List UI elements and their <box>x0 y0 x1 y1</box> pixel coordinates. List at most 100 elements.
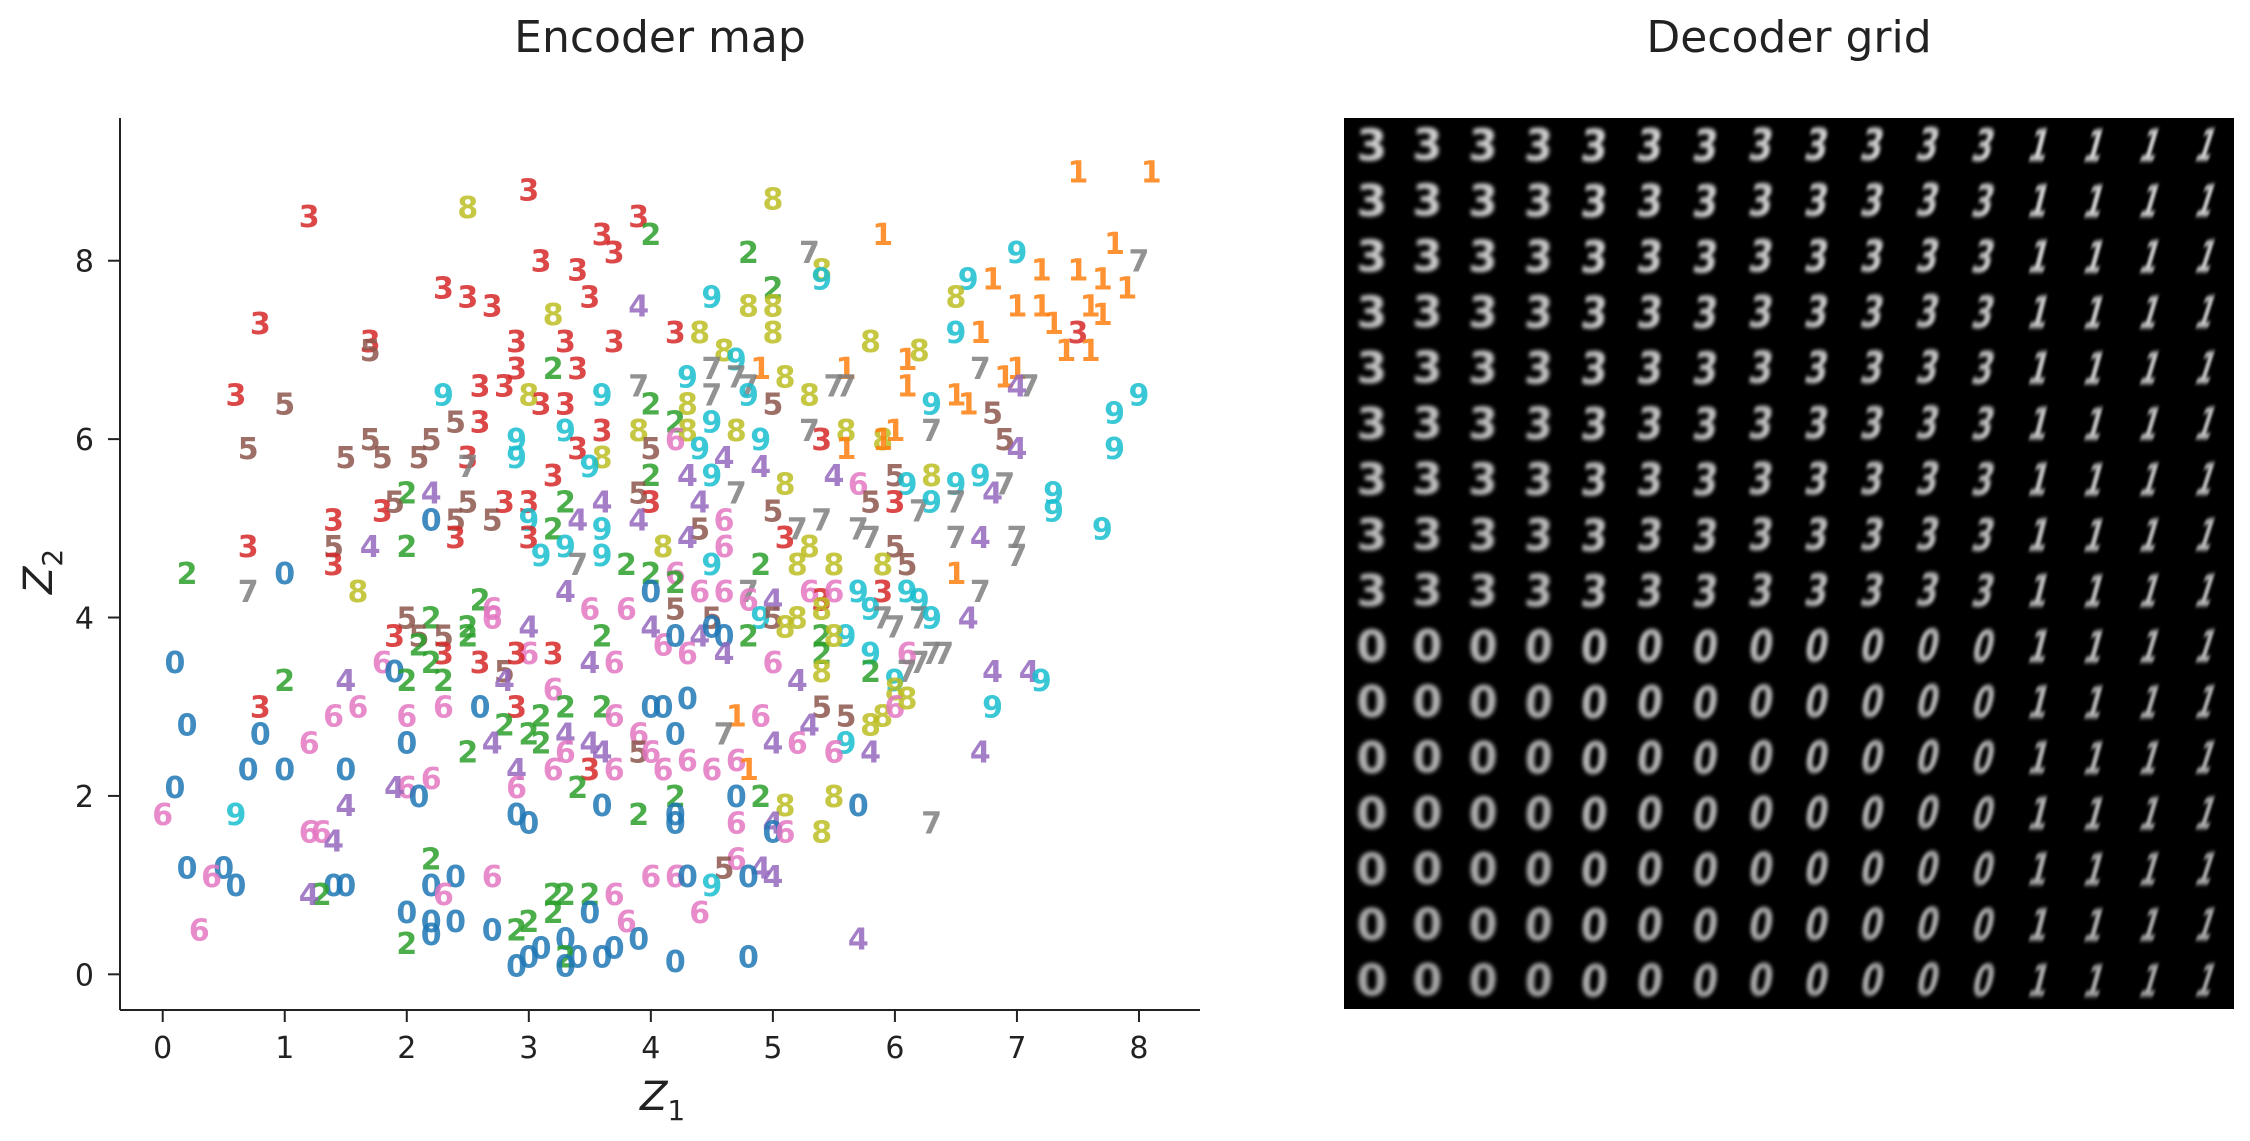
decoder-glyph: 0 <box>1856 956 1888 1007</box>
decoder-cell: 0 <box>1690 955 1722 1007</box>
decoder-glyph: 3 <box>1801 510 1833 561</box>
decoder-cell: 0 <box>1967 677 1999 728</box>
scatter-point-digit-6: 6 <box>653 753 674 788</box>
decoder-cell: 3 <box>1523 343 1554 394</box>
decoder-glyph: 0 <box>1801 955 1833 1006</box>
decoder-glyph: 0 <box>1579 788 1610 840</box>
decoder-cell: 1 <box>2078 398 2111 450</box>
decoder-glyph: 0 <box>1523 677 1554 728</box>
scatter-point-digit-5: 5 <box>323 530 344 565</box>
scatter-point-digit-9: 9 <box>592 379 613 414</box>
scatter-point-digit-9: 9 <box>726 343 747 378</box>
decoder-cell: 0 <box>1523 956 1554 1007</box>
scatter-point-digit-9: 9 <box>945 316 966 351</box>
scatter-point-digit-7: 7 <box>970 352 991 387</box>
decoder-glyph: 3 <box>1579 287 1610 339</box>
scatter-point-digit-2: 2 <box>811 619 832 654</box>
scatter-point-digit-9: 9 <box>555 530 576 565</box>
scatter-point-digit-3: 3 <box>433 271 454 306</box>
scatter-point-digit-3: 3 <box>567 352 588 387</box>
decoder-cell: 0 <box>1856 900 1888 951</box>
decoder-cell: 1 <box>2189 956 2222 1007</box>
scatter-point-digit-9: 9 <box>225 798 246 833</box>
decoder-cell: 1 <box>2023 733 2056 784</box>
scatter-point-digit-0: 0 <box>445 905 466 940</box>
scatter-point-digit-4: 4 <box>970 735 991 770</box>
decoder-glyph: 3 <box>1745 288 1777 339</box>
scatter-point-digit-6: 6 <box>152 798 173 833</box>
decoder-glyph: 0 <box>1745 956 1777 1007</box>
decoder-cell: 0 <box>1967 733 1999 784</box>
decoder-glyph: 0 <box>1690 788 1722 840</box>
scatter-point-digit-1: 1 <box>958 387 979 422</box>
decoder-cell: 3 <box>1856 510 1888 561</box>
decoder-cell: 1 <box>2134 510 2167 562</box>
decoder-glyph: 3 <box>1856 455 1888 506</box>
decoder-glyph: 1 <box>2189 621 2222 672</box>
decoder-cell: 3 <box>1412 176 1443 227</box>
scatter-point-digit-4: 4 <box>714 637 735 672</box>
scatter-point-digit-0: 0 <box>567 940 588 975</box>
scatter-point-digit-7: 7 <box>909 646 930 681</box>
scatter-point-digit-8: 8 <box>860 709 881 744</box>
decoder-glyph: 1 <box>2078 287 2111 339</box>
decoder-cell: 1 <box>2023 232 2056 283</box>
scatter-point-digit-5: 5 <box>482 503 503 538</box>
scatter-point-digit-3: 3 <box>225 379 246 414</box>
scatter-point-digit-5: 5 <box>335 441 356 476</box>
decoder-cell: 3 <box>1912 566 1944 617</box>
scatter-point-digit-7: 7 <box>945 521 966 556</box>
decoder-cell: 3 <box>1690 510 1722 562</box>
decoder-glyph: 3 <box>1579 343 1610 395</box>
decoder-cell: 1 <box>2023 120 2056 171</box>
scatter-point-digit-4: 4 <box>421 477 442 512</box>
scatter-point-digit-7: 7 <box>994 468 1015 503</box>
decoder-glyph: 1 <box>2189 844 2222 895</box>
scatter-point-digit-0: 0 <box>518 940 539 975</box>
scatter-point-digit-0: 0 <box>274 753 295 788</box>
decoder-glyph: 0 <box>1745 900 1777 951</box>
decoder-cell: 3 <box>1967 288 1999 339</box>
decoder-cell: 3 <box>1357 454 1388 505</box>
decoder-cell: 1 <box>2023 454 2056 505</box>
scatter-point-digit-7: 7 <box>457 450 478 485</box>
decoder-cell: 1 <box>2078 120 2111 172</box>
scatter-point-digit-8: 8 <box>543 298 564 333</box>
scatter-point-digit-3: 3 <box>811 423 832 458</box>
scatter-point-digit-6: 6 <box>421 762 442 797</box>
scatter-point-digit-0: 0 <box>421 918 442 953</box>
decoder-glyph: 3 <box>1579 231 1610 283</box>
scatter-point-digit-4: 4 <box>677 521 698 556</box>
decoder-glyph: 3 <box>1912 454 1944 505</box>
decoder-glyph: 1 <box>2189 176 2222 227</box>
encoder-chart-title: Encoder map <box>514 12 806 63</box>
scatter-point-digit-6: 6 <box>726 807 747 842</box>
decoder-glyph: 3 <box>1357 232 1388 283</box>
scatter-point-digit-1: 1 <box>1141 156 1162 191</box>
decoder-cell: 0 <box>1523 900 1554 951</box>
scatter-point-digit-9: 9 <box>982 691 1003 726</box>
decoder-cell: 3 <box>1412 566 1443 617</box>
scatter-point-digit-3: 3 <box>506 637 527 672</box>
scatter-point-digit-5: 5 <box>762 602 783 637</box>
scatter-point-digit-3: 3 <box>384 619 405 654</box>
scatter-point-digit-8: 8 <box>677 414 698 449</box>
scatter-point-digit-8: 8 <box>787 602 808 637</box>
decoder-glyph: 0 <box>1357 956 1388 1007</box>
decoder-glyph: 0 <box>1412 789 1443 840</box>
decoder-glyph: 0 <box>1357 844 1388 895</box>
decoder-glyph: 0 <box>1745 677 1777 728</box>
scatter-point-digit-5: 5 <box>628 735 649 770</box>
scatter-point-digit-2: 2 <box>421 842 442 877</box>
scatter-point-digit-9: 9 <box>433 379 454 414</box>
decoder-glyph: 3 <box>1579 120 1610 172</box>
decoder-cell: 1 <box>2023 510 2056 561</box>
decoder-glyph: 0 <box>1912 733 1944 784</box>
scatter-point-digit-6: 6 <box>616 593 637 628</box>
scatter-point-digit-2: 2 <box>274 664 295 699</box>
decoder-glyph: 3 <box>1801 454 1833 505</box>
scatter-point-digit-3: 3 <box>470 370 491 405</box>
decoder-cell: 1 <box>2189 677 2222 728</box>
scatter-point-digit-0: 0 <box>653 691 674 726</box>
decoder-glyph: 3 <box>1967 343 1999 394</box>
